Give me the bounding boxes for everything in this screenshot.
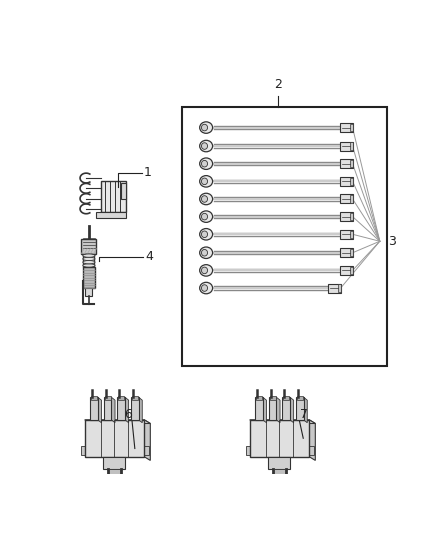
Polygon shape: [308, 420, 314, 461]
Bar: [249, 420, 308, 457]
Polygon shape: [276, 397, 279, 423]
Bar: [274, 469, 284, 474]
Ellipse shape: [199, 211, 212, 222]
Bar: [254, 397, 262, 420]
Bar: [349, 124, 352, 131]
Bar: [349, 266, 352, 274]
Ellipse shape: [201, 160, 207, 167]
Bar: [83, 267, 95, 288]
Bar: [182, 107, 386, 366]
Bar: [109, 469, 119, 474]
Bar: [339, 159, 352, 168]
Ellipse shape: [199, 158, 212, 169]
Ellipse shape: [201, 124, 207, 131]
Bar: [339, 230, 352, 239]
Bar: [104, 397, 111, 420]
Bar: [255, 397, 261, 400]
Polygon shape: [303, 397, 307, 423]
Bar: [142, 447, 148, 455]
Bar: [117, 397, 125, 420]
Bar: [349, 195, 352, 203]
Bar: [339, 266, 352, 275]
Bar: [268, 397, 276, 420]
Bar: [339, 195, 352, 204]
Bar: [104, 397, 110, 400]
Bar: [269, 397, 275, 400]
Ellipse shape: [201, 285, 207, 292]
Bar: [81, 447, 86, 455]
Bar: [90, 397, 98, 420]
Bar: [131, 397, 138, 400]
Bar: [349, 160, 352, 167]
Polygon shape: [144, 420, 150, 461]
Text: 2: 2: [273, 78, 281, 91]
Bar: [307, 447, 313, 455]
Bar: [101, 181, 126, 212]
Bar: [121, 183, 126, 199]
Bar: [268, 457, 290, 469]
Bar: [85, 288, 92, 296]
Ellipse shape: [83, 254, 95, 257]
Ellipse shape: [199, 140, 212, 152]
Polygon shape: [138, 397, 142, 423]
Bar: [83, 254, 94, 267]
Text: 1: 1: [143, 166, 151, 179]
Ellipse shape: [199, 282, 212, 294]
Text: 4: 4: [145, 251, 152, 263]
Polygon shape: [290, 397, 293, 423]
Bar: [349, 177, 352, 185]
Bar: [103, 457, 125, 469]
Ellipse shape: [199, 265, 212, 276]
Bar: [131, 397, 138, 420]
Bar: [296, 397, 302, 400]
Polygon shape: [98, 397, 101, 423]
Ellipse shape: [199, 247, 212, 259]
Ellipse shape: [83, 261, 95, 264]
Polygon shape: [85, 420, 150, 424]
Bar: [91, 397, 97, 400]
Text: 3: 3: [387, 235, 395, 248]
Text: 6: 6: [124, 408, 132, 422]
Ellipse shape: [201, 143, 207, 149]
Bar: [349, 249, 352, 256]
Bar: [349, 213, 352, 220]
Ellipse shape: [199, 229, 212, 240]
Bar: [118, 397, 124, 400]
Bar: [339, 212, 352, 221]
Bar: [283, 397, 289, 400]
Bar: [245, 447, 251, 455]
Ellipse shape: [201, 249, 207, 256]
Bar: [339, 248, 352, 257]
Ellipse shape: [201, 213, 207, 220]
Text: 7: 7: [299, 408, 307, 422]
Ellipse shape: [199, 122, 212, 133]
Bar: [337, 284, 340, 292]
Polygon shape: [125, 397, 128, 423]
Bar: [95, 212, 126, 218]
Ellipse shape: [201, 267, 207, 273]
Ellipse shape: [201, 178, 207, 184]
Polygon shape: [249, 420, 314, 424]
Polygon shape: [111, 397, 115, 423]
Bar: [327, 284, 340, 293]
Bar: [339, 177, 352, 186]
Polygon shape: [262, 397, 266, 423]
Ellipse shape: [199, 193, 212, 205]
Bar: [349, 142, 352, 150]
Bar: [282, 397, 290, 420]
Ellipse shape: [199, 175, 212, 187]
Ellipse shape: [201, 231, 207, 238]
Bar: [81, 239, 96, 254]
Bar: [339, 142, 352, 150]
Bar: [85, 420, 144, 457]
Ellipse shape: [201, 196, 207, 202]
Ellipse shape: [83, 264, 95, 267]
Ellipse shape: [83, 257, 95, 261]
Bar: [349, 231, 352, 238]
Bar: [339, 123, 352, 132]
Bar: [295, 397, 303, 420]
